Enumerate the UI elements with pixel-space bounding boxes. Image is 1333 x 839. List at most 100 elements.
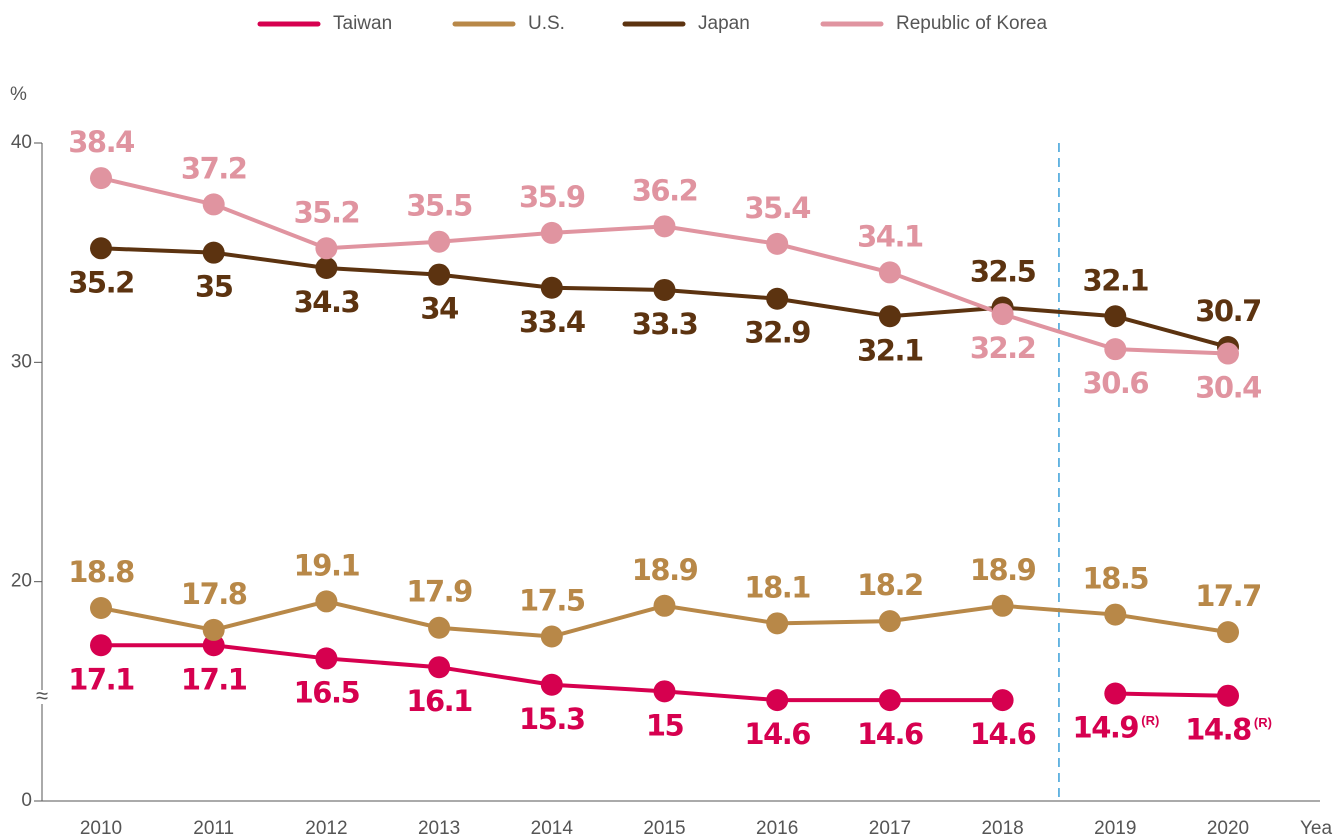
value-label: 30.6	[1083, 366, 1149, 400]
x-tick-label: 2020	[1207, 818, 1249, 839]
point	[1104, 338, 1127, 361]
value-label: 32.1	[857, 333, 923, 367]
point	[540, 221, 563, 244]
x-tick-label: 2017	[869, 818, 911, 839]
value-label: 37.2	[181, 151, 247, 185]
point	[428, 263, 451, 286]
legend-label: Republic of Korea	[896, 13, 1047, 34]
value-label: 32.5	[970, 255, 1036, 289]
legend-label: Taiwan	[333, 13, 392, 34]
y-tick-label: 40	[11, 132, 32, 153]
point	[653, 215, 676, 238]
value-label: 14.6	[970, 717, 1036, 751]
value-label: 35.5	[406, 189, 472, 223]
point	[878, 305, 901, 328]
value-label: 38.4	[68, 125, 134, 159]
x-tick-label: 2019	[1094, 818, 1136, 839]
point	[315, 647, 338, 670]
y-tick-label: 0	[21, 790, 32, 811]
x-tick-label: 2016	[756, 818, 798, 839]
point	[90, 167, 112, 190]
value-label: 35.9	[519, 180, 585, 214]
value-label: 14.6	[857, 717, 923, 751]
point	[540, 625, 563, 648]
point	[653, 594, 676, 617]
value-label: 16.5	[294, 675, 360, 709]
point	[653, 278, 676, 301]
axis-break-gap	[36, 690, 48, 704]
value-label: 14.8	[1185, 713, 1251, 747]
value-label: 17.8	[181, 577, 247, 611]
value-label: 34.3	[294, 285, 360, 319]
y-tick-label: 20	[11, 571, 32, 592]
y-axis-label: %	[10, 84, 27, 105]
value-label: 14.9	[1073, 711, 1139, 745]
point	[202, 618, 225, 641]
value-label: 35	[195, 270, 233, 304]
x-tick-label: 2010	[80, 818, 122, 839]
value-note: (R)	[1141, 713, 1159, 728]
point	[428, 656, 451, 679]
value-label: 15.3	[519, 702, 585, 736]
value-label: 16.1	[406, 684, 472, 718]
x-tick-label: 2015	[643, 818, 685, 839]
value-label: 32.2	[970, 331, 1036, 365]
point	[766, 232, 789, 255]
point	[1217, 684, 1239, 707]
point	[1217, 342, 1239, 365]
value-label: 17.5	[519, 584, 585, 618]
point	[991, 594, 1014, 617]
point	[90, 634, 112, 657]
value-note: (R)	[1254, 715, 1272, 730]
value-label: 17.7	[1195, 579, 1261, 613]
legend-label: U.S.	[528, 13, 565, 34]
value-label: 14.6	[744, 717, 810, 751]
legend-label: Japan	[698, 13, 750, 34]
point	[540, 276, 563, 299]
point	[428, 230, 451, 253]
value-label: 36.2	[632, 173, 698, 207]
point	[991, 303, 1014, 326]
series-line	[1115, 691, 1229, 698]
value-label: 30.7	[1195, 294, 1261, 328]
point	[766, 612, 789, 635]
value-label: 19.1	[294, 548, 360, 582]
point	[878, 261, 901, 284]
value-label: 33.4	[519, 305, 585, 339]
point	[90, 596, 112, 619]
value-label: 17.1	[181, 662, 247, 696]
point	[1217, 621, 1239, 644]
point	[766, 287, 789, 310]
point	[428, 616, 451, 639]
value-label: 33.3	[632, 307, 698, 341]
point	[540, 673, 563, 696]
point	[315, 590, 338, 613]
point	[878, 689, 901, 712]
value-label: 35.2	[68, 265, 134, 299]
value-label: 35.4	[744, 191, 810, 225]
point	[878, 610, 901, 633]
point	[90, 237, 112, 260]
value-label: 30.4	[1195, 371, 1261, 405]
point	[315, 257, 338, 280]
value-label: 18.2	[857, 568, 923, 602]
x-tick-label: 2012	[305, 818, 347, 839]
point	[1104, 305, 1127, 328]
x-tick-label: 2013	[418, 818, 460, 839]
point	[202, 193, 225, 216]
point	[766, 689, 789, 712]
x-axis-label: Year	[1300, 818, 1333, 839]
value-label: 32.9	[744, 316, 810, 350]
y-tick-label: 30	[11, 351, 32, 372]
x-tick-label: 2011	[193, 818, 234, 839]
value-label: 17.1	[68, 662, 134, 696]
value-label: 17.9	[406, 575, 472, 609]
point	[1104, 603, 1127, 626]
x-tick-label: 2014	[531, 818, 574, 839]
point	[1104, 682, 1127, 705]
value-label: 34.1	[857, 219, 923, 253]
point	[653, 680, 676, 703]
value-label: 18.1	[744, 570, 810, 604]
point	[991, 689, 1014, 712]
